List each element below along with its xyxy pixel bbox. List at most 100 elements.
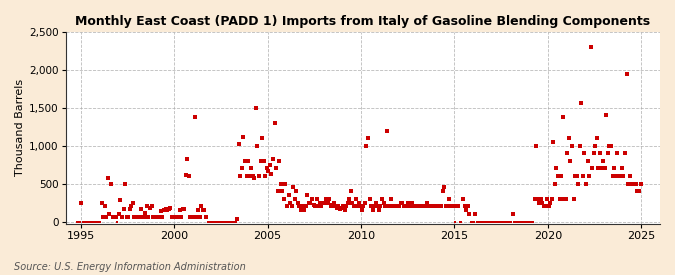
Point xyxy=(526,219,537,224)
Point xyxy=(244,174,255,178)
Point xyxy=(229,219,240,224)
Point xyxy=(381,128,392,133)
Point xyxy=(492,219,503,224)
Point xyxy=(235,174,246,178)
Point xyxy=(609,166,620,171)
Point xyxy=(423,204,434,208)
Point xyxy=(378,200,389,205)
Point xyxy=(144,206,155,210)
Point xyxy=(174,208,185,212)
Point xyxy=(461,208,472,212)
Point xyxy=(616,166,627,171)
Point xyxy=(568,197,579,201)
Point xyxy=(219,219,230,224)
Point xyxy=(167,215,178,219)
Point xyxy=(104,212,115,216)
Point xyxy=(118,207,129,211)
Point xyxy=(484,219,495,224)
Point xyxy=(199,208,210,212)
Point xyxy=(316,204,327,208)
Point xyxy=(590,144,601,148)
Point xyxy=(154,215,165,219)
Point xyxy=(294,204,305,208)
Point xyxy=(218,219,229,224)
Point xyxy=(151,215,161,219)
Point xyxy=(473,219,484,224)
Point xyxy=(383,204,394,208)
Point xyxy=(74,219,85,224)
Point xyxy=(612,151,622,155)
Point xyxy=(621,72,632,76)
Point xyxy=(540,204,551,208)
Point xyxy=(322,200,333,205)
Point xyxy=(518,219,529,224)
Point xyxy=(221,219,232,224)
Point xyxy=(403,200,414,205)
Point xyxy=(213,219,224,224)
Point xyxy=(128,201,138,205)
Point xyxy=(467,219,478,224)
Point xyxy=(475,219,485,224)
Point xyxy=(266,172,277,176)
Point xyxy=(285,200,296,205)
Point xyxy=(119,182,130,186)
Point xyxy=(404,204,415,208)
Point xyxy=(178,207,188,211)
Point xyxy=(564,136,574,140)
Point xyxy=(493,219,504,224)
Point xyxy=(98,215,109,219)
Point xyxy=(194,215,205,219)
Point xyxy=(310,204,321,208)
Point xyxy=(321,197,331,201)
Point xyxy=(447,204,458,208)
Point xyxy=(232,217,242,221)
Point xyxy=(275,182,286,186)
Point xyxy=(487,219,498,224)
Point xyxy=(459,204,470,208)
Point xyxy=(571,174,582,178)
Point xyxy=(537,200,548,205)
Point xyxy=(155,209,166,213)
Point xyxy=(411,204,422,208)
Point xyxy=(389,204,400,208)
Point xyxy=(604,144,615,148)
Point xyxy=(243,159,254,163)
Point xyxy=(355,204,366,208)
Point xyxy=(406,200,417,205)
Text: Source: U.S. Energy Information Administration: Source: U.S. Energy Information Administ… xyxy=(14,262,245,272)
Point xyxy=(113,212,124,216)
Point xyxy=(146,204,157,208)
Point xyxy=(384,204,395,208)
Point xyxy=(442,204,453,208)
Point xyxy=(434,204,445,208)
Point xyxy=(352,204,362,208)
Point xyxy=(81,219,92,224)
Point xyxy=(210,219,221,224)
Point xyxy=(523,219,534,224)
Point xyxy=(157,215,168,219)
Point xyxy=(267,156,278,161)
Point xyxy=(418,204,429,208)
Point xyxy=(269,121,280,125)
Point xyxy=(72,219,82,224)
Point xyxy=(576,101,587,105)
Point xyxy=(478,219,489,224)
Point xyxy=(163,207,174,211)
Point xyxy=(528,219,539,224)
Point xyxy=(559,197,570,201)
Point xyxy=(129,215,140,219)
Point xyxy=(356,208,367,212)
Point xyxy=(130,215,141,219)
Point xyxy=(79,219,90,224)
Point xyxy=(454,219,465,224)
Point xyxy=(397,200,408,205)
Point xyxy=(353,200,364,205)
Point xyxy=(456,219,467,224)
Point xyxy=(216,219,227,224)
Point xyxy=(394,204,404,208)
Point xyxy=(416,204,427,208)
Point xyxy=(350,197,361,201)
Point xyxy=(364,197,375,201)
Point xyxy=(578,174,589,178)
Point xyxy=(465,219,476,224)
